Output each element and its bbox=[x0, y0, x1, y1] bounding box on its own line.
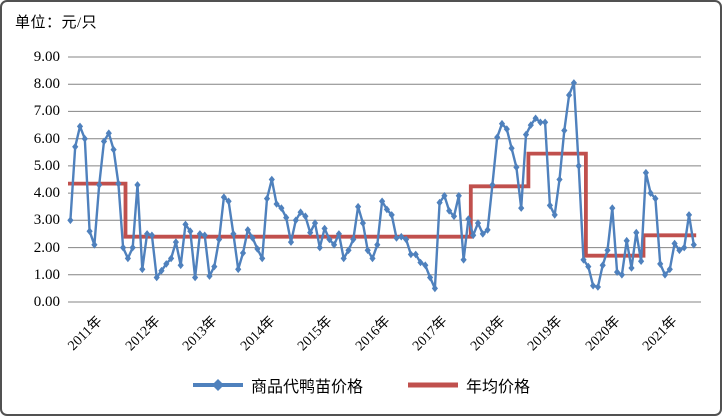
y-axis-tick-label: 9.00 bbox=[33, 49, 60, 65]
y-axis-tick-label: 1.00 bbox=[33, 266, 60, 283]
y-axis-tick-label: 6.00 bbox=[33, 130, 60, 147]
unit-label: 单位：元/只 bbox=[15, 15, 98, 31]
y-axis-tick-label: 0.00 bbox=[33, 294, 60, 310]
y-axis-tick-label: 5.00 bbox=[33, 157, 60, 174]
legend: 商品代鸭苗价格 年均价格 bbox=[2, 373, 720, 397]
legend-label-duckling-price: 商品代鸭苗价格 bbox=[250, 379, 363, 396]
y-axis-tick-label: 2.00 bbox=[33, 239, 60, 256]
y-axis-tick-label: 3.00 bbox=[33, 212, 60, 229]
legend-item-duckling-price: 商品代鸭苗价格 bbox=[192, 373, 363, 397]
y-axis-tick-label: 4.00 bbox=[33, 185, 60, 202]
legend-label-annual-average: 年均价格 bbox=[466, 379, 531, 396]
y-axis-tick-label: 7.00 bbox=[33, 103, 60, 120]
blue-line-diamond-icon bbox=[192, 379, 243, 391]
y-axis-tick-label: 8.00 bbox=[33, 76, 60, 93]
red-line-icon bbox=[408, 382, 458, 388]
legend-item-annual-average: 年均价格 bbox=[407, 373, 530, 397]
